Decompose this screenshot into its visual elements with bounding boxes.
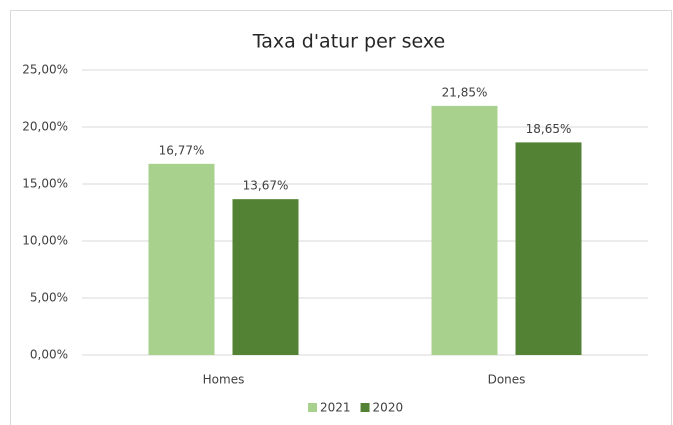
data-label: 18,65% xyxy=(526,122,572,136)
bar xyxy=(232,199,299,355)
legend-label: 2020 xyxy=(373,401,404,415)
bar xyxy=(148,163,215,355)
legend-swatch xyxy=(360,403,370,412)
y-tick-label: 10,00% xyxy=(22,234,68,248)
data-label: 16,77% xyxy=(159,143,205,157)
x-tick-label: Homes xyxy=(203,373,245,387)
data-label: 21,85% xyxy=(442,85,488,99)
y-tick-label: 15,00% xyxy=(22,177,68,191)
y-tick-label: 20,00% xyxy=(22,120,68,134)
chart-title: Taxa d'atur per sexe xyxy=(252,31,446,53)
bar xyxy=(515,142,582,355)
data-label: 13,67% xyxy=(243,179,289,193)
y-tick-label: 25,00% xyxy=(22,63,68,77)
bar xyxy=(431,105,498,355)
legend-swatch xyxy=(308,403,317,412)
y-tick-label: 5,00% xyxy=(30,291,68,305)
y-tick-label: 0,00% xyxy=(30,348,68,362)
legend-label: 2021 xyxy=(320,401,351,415)
x-tick-label: Dones xyxy=(488,373,526,387)
